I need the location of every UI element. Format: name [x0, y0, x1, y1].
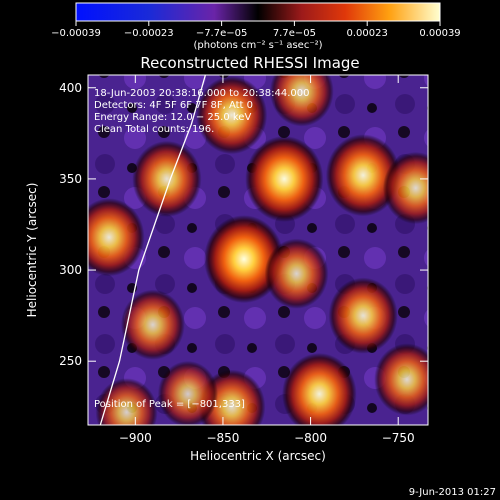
annotation-line-0: 18-Jun-2003 20:38:16.000 to 20:38:44.000 — [94, 88, 310, 99]
peak-position-label: Position of Peak = [−801,333] — [94, 399, 245, 410]
annotation-line-1: Detectors: 4F 5F 6F 7F 8F, Att 0 — [94, 100, 253, 111]
intensity-blob-2 — [325, 134, 401, 217]
x-tick-label-1: −850 — [206, 431, 239, 445]
colorbar: −0.00039 −0.00023 −7.7e−05 7.7e−05 0.00023 0.… — [51, 2, 461, 51]
intensity-blob-5 — [120, 289, 185, 360]
colorbar-gradient — [75, 2, 441, 22]
y-tick-label-2: 350 — [59, 172, 82, 186]
annotation-block: 18-Jun-2003 20:38:16.000 to 20:38:44.000… — [94, 88, 310, 135]
y-tick-label-3: 400 — [59, 81, 82, 95]
intensity-blob-7 — [196, 76, 268, 155]
colorbar-ticks: −0.00039 −0.00023 −7.7e−05 7.7e−05 0.00023 0.… — [51, 21, 461, 39]
colorbar-tick-label-1: −0.00023 — [124, 28, 174, 39]
plot-area: −900 −850 −800 −750 250 300 350 400 — [59, 74, 429, 445]
colorbar-tick-label-3: 7.7e−05 — [273, 28, 316, 39]
axis-ticks: −900 −850 −800 −750 250 300 350 400 — [59, 75, 428, 445]
colorbar-tick-label-2: −7.7e−05 — [196, 28, 248, 39]
intensity-blob-14 — [264, 238, 329, 309]
x-tick-label-3: −750 — [382, 431, 415, 445]
colorbar-tick-label-5: 0.00039 — [419, 28, 460, 39]
intensity-blob-3 — [382, 151, 428, 225]
chart-title: Reconstructed RHESSI Image — [140, 54, 359, 72]
intensity-blob-8 — [269, 75, 334, 127]
x-tick-label-2: −800 — [294, 431, 327, 445]
y-tick-label-1: 300 — [59, 263, 82, 277]
annotation-line-2: Energy Range: 12.0 − 25.0 keV — [94, 112, 251, 123]
annotation-line-3: Clean Total counts: 196. — [94, 124, 214, 135]
intensity-blob-9 — [328, 277, 398, 354]
intensity-blob-6 — [132, 140, 202, 217]
intensity-blob-10 — [282, 352, 357, 425]
y-tick-label-0: 250 — [59, 354, 82, 368]
intensity-blob-12 — [374, 343, 428, 416]
x-axis-label: Heliocentric X (arcsec) — [190, 449, 326, 463]
y-axis-label: Heliocentric Y (arcsec) — [25, 183, 39, 318]
x-tick-label-0: −900 — [119, 431, 152, 445]
intensity-blob-15 — [157, 360, 218, 425]
colorbar-tick-label-4: 0.00023 — [347, 28, 388, 39]
colorbar-units: (photons cm⁻² s⁻¹ asec⁻²) — [193, 40, 322, 51]
intensity-blob-0 — [203, 215, 284, 304]
footer-date: 9-Jun-2013 01:27 — [409, 487, 496, 498]
plot-frame — [87, 74, 429, 426]
intensity-map — [88, 75, 428, 425]
intensity-blob-4 — [88, 198, 145, 277]
colorbar-tick-label-0: −0.00039 — [51, 28, 101, 39]
solar-limb-line — [99, 75, 207, 425]
intensity-blob-1 — [245, 135, 324, 222]
